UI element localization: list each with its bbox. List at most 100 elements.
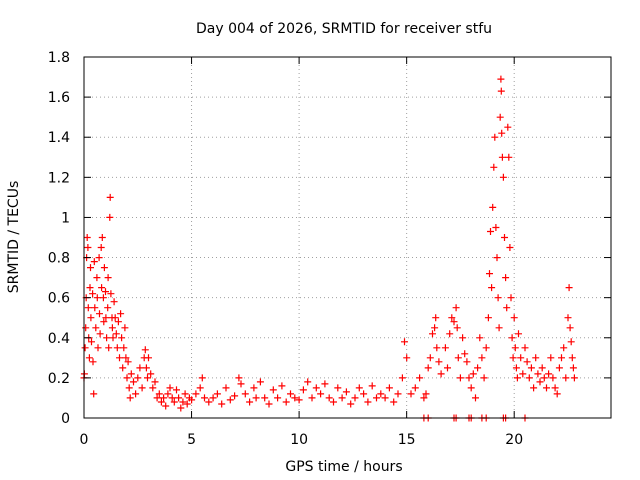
data-point [480, 374, 488, 382]
data-point [151, 378, 159, 386]
data-point [192, 390, 200, 398]
data-point [543, 384, 550, 392]
data-point [511, 344, 519, 352]
data-point [381, 394, 389, 402]
data-point [476, 334, 484, 342]
data-point [119, 364, 127, 372]
data-point [536, 378, 544, 386]
data-point [394, 390, 402, 398]
data-point [118, 334, 126, 342]
ticks: 0 0.2 0.4 0.6 0.8 1 1.2 1.4 1.6 1.8 0 5 10 15 20 [48, 50, 611, 448]
chart-title: Day 004 of 2026, SRMTID for receiver stf… [196, 21, 492, 37]
data-point [93, 274, 101, 282]
data-point [422, 390, 430, 398]
data-point [130, 378, 137, 386]
data-point [102, 314, 110, 322]
data-point [162, 402, 170, 410]
data-point [250, 384, 258, 392]
data-point [450, 318, 458, 326]
data-point [109, 334, 117, 342]
data-point [390, 398, 398, 406]
data-point [452, 304, 460, 312]
data-point [94, 344, 102, 352]
data-point [523, 358, 531, 366]
data-point [398, 374, 406, 382]
data-point [453, 324, 461, 332]
data-point [106, 213, 114, 221]
data-point [138, 384, 146, 392]
data-point [113, 344, 121, 352]
data-point [83, 234, 91, 241]
y-axis-label: SRMTID / TECUs [6, 181, 22, 294]
data-point [502, 274, 510, 282]
data-point [569, 364, 577, 372]
data-point [269, 386, 277, 394]
y-tick-label: 0.8 [48, 251, 70, 267]
data-point [501, 234, 508, 241]
x-tick-label: 15 [398, 432, 416, 448]
data-point [107, 290, 115, 298]
data-point [474, 364, 482, 372]
data-point [321, 380, 329, 388]
data-point [85, 354, 93, 362]
data-point [510, 314, 518, 322]
data-point [226, 396, 234, 404]
y-tick-label: 0.2 [48, 371, 70, 387]
data-point [401, 338, 408, 346]
data-point [92, 324, 100, 332]
data-point [282, 398, 290, 406]
data-point [96, 330, 104, 338]
data-point [166, 384, 174, 392]
y-tick-label: 1.8 [48, 50, 70, 66]
data-point [134, 374, 142, 382]
data-point [521, 344, 529, 352]
data-point [424, 364, 432, 372]
data-point [308, 394, 316, 402]
data-point [454, 354, 462, 362]
data-point [527, 364, 535, 372]
data-point [509, 354, 517, 362]
data-point [168, 394, 176, 402]
data-point [89, 358, 97, 366]
data-point [496, 113, 504, 121]
data-point [488, 284, 496, 292]
data-point [351, 394, 359, 402]
data-point [117, 310, 125, 318]
data-point [432, 314, 440, 322]
data-point [547, 354, 555, 362]
data-point [549, 374, 557, 382]
data-point [562, 374, 570, 382]
data-point [100, 264, 108, 272]
data-point [478, 354, 486, 362]
data-point [558, 354, 565, 362]
data-point [504, 123, 512, 131]
data-point [448, 314, 456, 322]
data-point [487, 228, 494, 235]
data-point [287, 390, 294, 398]
data-point [205, 398, 213, 406]
data-point [411, 384, 419, 392]
data-point [106, 193, 114, 201]
data-point [492, 224, 500, 231]
data-point [461, 350, 469, 358]
data-point [508, 334, 516, 342]
data-point [446, 330, 454, 338]
data-point [338, 394, 346, 402]
data-point [218, 400, 226, 408]
data-point [235, 374, 243, 382]
data-point [87, 314, 95, 322]
data-point [505, 153, 513, 161]
data-point [431, 324, 439, 332]
data-point [377, 390, 385, 398]
data-point [426, 354, 434, 362]
data-point [403, 354, 411, 362]
data-point [102, 288, 109, 296]
data-point [490, 163, 498, 171]
data-point [304, 378, 312, 386]
data-point [566, 324, 574, 332]
data-point [177, 404, 185, 412]
y-tick-label: 1.4 [48, 130, 70, 146]
data-point [96, 310, 103, 318]
